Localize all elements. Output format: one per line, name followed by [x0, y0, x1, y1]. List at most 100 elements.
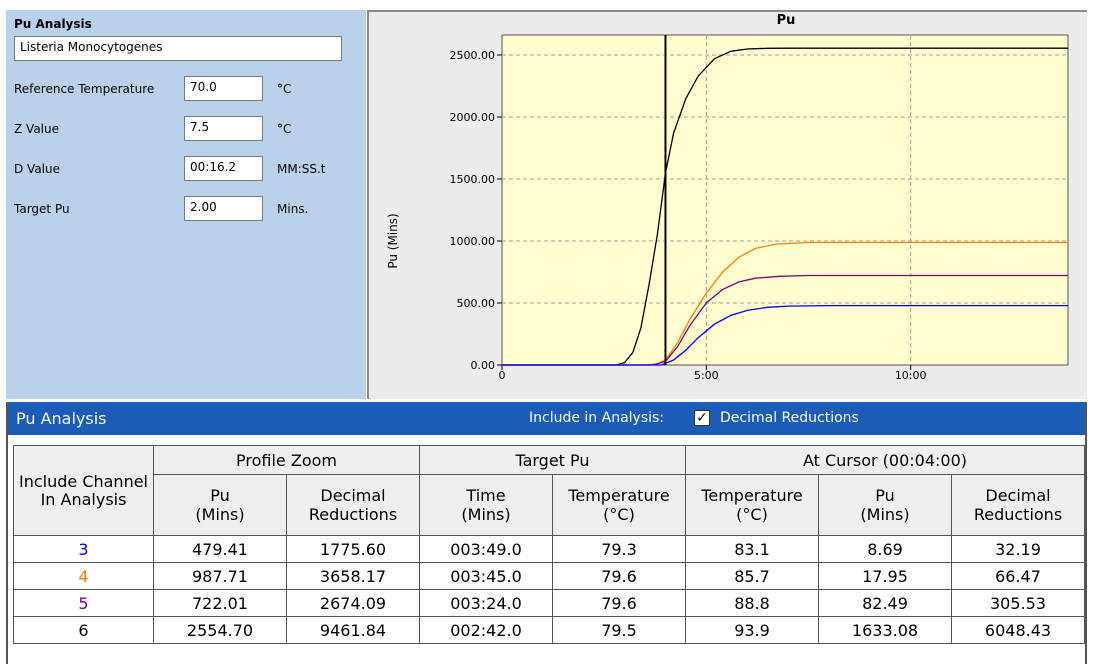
- table-row[interactable]: 4 987.71 3658.17 003:45.0 79.6 85.7 17.95 66.47: [13, 562, 1085, 590]
- pu-analysis-table-panel: Pu Analysis Include in Analysis: ✓ Decim…: [6, 402, 1087, 664]
- d-value-unit: MM:SS.t: [277, 162, 326, 176]
- y-tick-label: 2000.00: [450, 111, 496, 124]
- target-time-cell: 003:24.0: [419, 589, 553, 617]
- reference-temperature-label: Reference Temperature: [14, 82, 155, 96]
- cursor-pu-cell: 82.49: [818, 589, 952, 617]
- column-header-line2: (Mins): [860, 505, 910, 524]
- pu-chart-panel: Pu Pu (Mins) 0.00 500.00 1000.00 1500.00 200…: [367, 10, 1087, 399]
- column-header-line1: Temperature: [701, 486, 803, 505]
- column-header-line2: Reductions: [308, 505, 398, 524]
- cursor-temperature-cell: 88.8: [685, 589, 819, 617]
- column-header-line2: (°C): [736, 505, 768, 524]
- x-axis-ticks: 0 5:00 10:00: [499, 365, 927, 382]
- profile-decimal-reductions-cell: 2674.09: [286, 589, 420, 617]
- series-line-channel-5[interactable]: [502, 274, 1068, 366]
- profile-decimal-reductions-cell: 3658.17: [286, 562, 420, 590]
- table-panel-header: Pu Analysis Include in Analysis: ✓ Decim…: [8, 402, 1085, 435]
- target-time-cell: 003:45.0: [419, 562, 553, 590]
- profile-decimal-reductions-cell: 1775.60: [286, 535, 420, 563]
- settings-title: Pu Analysis: [14, 17, 92, 31]
- reference-temperature-row: Reference Temperature 70.0 °C: [14, 76, 364, 102]
- target-time-cell: 002:42.0: [419, 616, 553, 644]
- column-header-line2: Reductions: [973, 505, 1063, 524]
- channel-cell[interactable]: 3: [13, 535, 154, 563]
- profile-pu-header[interactable]: Pu (Mins): [153, 474, 287, 536]
- cursor-decimal-reductions-header[interactable]: Decimal Reductions: [951, 474, 1085, 536]
- cursor-decimal-reductions-cell: 305.53: [951, 589, 1085, 617]
- profile-pu-cell: 722.01: [153, 589, 287, 617]
- profile-decimal-reductions-cell: 9461.84: [286, 616, 420, 644]
- series-line-channel-3[interactable]: [502, 304, 1068, 366]
- target-pu-header: Target Pu: [419, 445, 686, 475]
- column-header-line2: (°C): [603, 505, 635, 524]
- column-header-line1: Pu: [875, 486, 895, 505]
- channel-cell[interactable]: 4: [13, 562, 154, 590]
- plot-area[interactable]: [501, 34, 1069, 366]
- at-cursor-header: At Cursor (00:04:00): [685, 445, 1085, 475]
- chart-title: Pu: [777, 13, 796, 28]
- pu-analysis-settings-panel: Pu Analysis Listeria Monocytogenes Refer…: [6, 10, 366, 399]
- include-channel-header: Include Channel In Analysis: [13, 445, 154, 536]
- table-row[interactable]: 5 722.01 2674.09 003:24.0 79.6 88.8 82.49 305.5…: [13, 589, 1085, 617]
- pu-chart[interactable]: Pu Pu (Mins) 0.00 500.00 1000.00 1500.00 200…: [369, 12, 1087, 399]
- z-value-label: Z Value: [14, 122, 59, 136]
- column-header-line1: Temperature: [568, 486, 670, 505]
- include-in-analysis-label: Include in Analysis:: [529, 410, 665, 426]
- series-line-channel-6[interactable]: [502, 47, 1068, 366]
- grid-lines: [502, 35, 1068, 365]
- column-header-line1: Decimal: [985, 486, 1051, 505]
- z-value-unit: °C: [277, 122, 292, 136]
- z-value-input[interactable]: 7.5: [184, 116, 263, 141]
- target-pu-row: Target Pu 2.00 Mins.: [14, 196, 364, 222]
- x-tick-label: 5:00: [694, 369, 719, 382]
- table-row[interactable]: 3 479.41 1775.60 003:49.0 79.3 83.1 8.69 32.19: [13, 535, 1085, 563]
- d-value-label: D Value: [14, 162, 61, 176]
- y-tick-label: 0.00: [471, 359, 496, 372]
- target-pu-input[interactable]: 2.00: [184, 196, 263, 221]
- results-table: Include Channel In Analysis Profile Zoom…: [13, 445, 1085, 644]
- y-tick-label: 500.00: [457, 297, 496, 310]
- cursor-temperature-header[interactable]: Temperature (°C): [685, 474, 819, 536]
- target-temperature-cell: 79.5: [552, 616, 686, 644]
- column-header-line1: Decimal: [320, 486, 386, 505]
- y-tick-label: 1500.00: [450, 173, 496, 186]
- profile-pu-cell: 2554.70: [153, 616, 287, 644]
- d-value-row: D Value 00:16.2 MM:SS.t: [14, 156, 364, 182]
- reference-temperature-unit: °C: [277, 82, 292, 96]
- target-temperature-cell: 79.6: [552, 589, 686, 617]
- column-header-line2: (Mins): [461, 505, 511, 524]
- cursor-pu-header[interactable]: Pu (Mins): [818, 474, 952, 536]
- cursor-decimal-reductions-cell: 32.19: [951, 535, 1085, 563]
- cursor-temperature-cell: 93.9: [685, 616, 819, 644]
- target-temperature-cell: 79.6: [552, 562, 686, 590]
- series-lines: [502, 47, 1068, 366]
- target-time-cell: 003:49.0: [419, 535, 553, 563]
- y-axis-ticks: 0.00 500.00 1000.00 1500.00 2000.00 2500.00: [450, 49, 502, 372]
- profile-decimal-reductions-header[interactable]: Decimal Reductions: [286, 474, 420, 536]
- profile-pu-cell: 987.71: [153, 562, 287, 590]
- target-pu-unit: Mins.: [277, 202, 309, 216]
- column-header-line2: (Mins): [195, 505, 245, 524]
- column-header-line1: Time: [466, 486, 506, 505]
- channel-cell[interactable]: 5: [13, 589, 154, 617]
- table-panel-title: Pu Analysis: [16, 409, 107, 428]
- channel-cell[interactable]: 6: [13, 616, 154, 644]
- reference-temperature-input[interactable]: 70.0: [184, 76, 263, 101]
- target-time-header[interactable]: Time (Mins): [419, 474, 553, 536]
- target-temperature-header[interactable]: Temperature (°C): [552, 474, 686, 536]
- column-header-line1: Pu: [210, 486, 230, 505]
- profile-zoom-header: Profile Zoom: [153, 445, 420, 475]
- organism-field[interactable]: Listeria Monocytogenes: [14, 36, 342, 61]
- table-row[interactable]: 6 2554.70 9461.84 002:42.0 79.5 93.9 1633.08 60…: [13, 616, 1085, 644]
- profile-pu-cell: 479.41: [153, 535, 287, 563]
- cursor-temperature-cell: 83.1: [685, 535, 819, 563]
- d-value-input[interactable]: 00:16.2: [184, 156, 263, 181]
- decimal-reductions-checkbox[interactable]: ✓: [694, 410, 710, 426]
- cursor-pu-cell: 1633.08: [818, 616, 952, 644]
- cursor-decimal-reductions-cell: 6048.43: [951, 616, 1085, 644]
- cursor-pu-cell: 8.69: [818, 535, 952, 563]
- decimal-reductions-label[interactable]: Decimal Reductions: [720, 410, 859, 426]
- cursor-pu-cell: 17.95: [818, 562, 952, 590]
- z-value-row: Z Value 7.5 °C: [14, 116, 364, 142]
- target-pu-label: Target Pu: [14, 202, 70, 216]
